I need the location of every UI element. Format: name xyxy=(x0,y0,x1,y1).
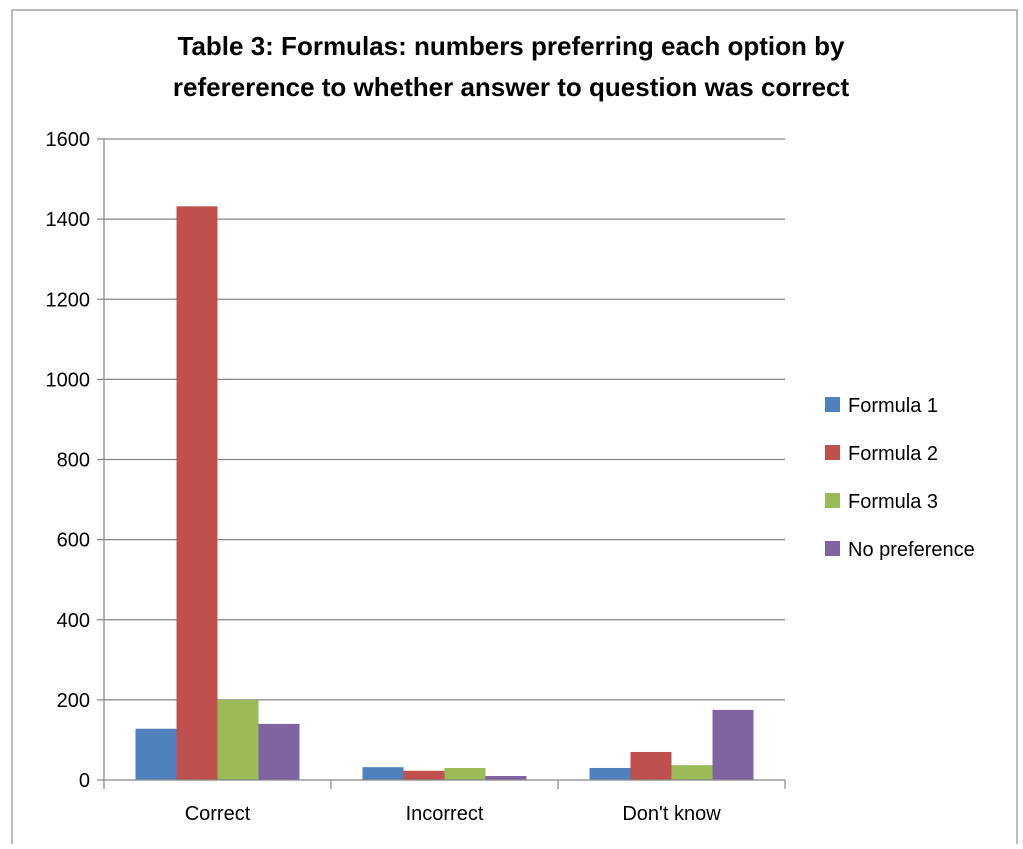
legend-label: No preference xyxy=(848,539,975,561)
bar-formula-1-don-t-know xyxy=(589,767,631,780)
x-axis-tick-labels: Correct Incorrect Don't know xyxy=(185,803,722,825)
legend-swatch xyxy=(825,541,840,556)
bars xyxy=(135,206,754,780)
bar-formula-2-don-t-know xyxy=(630,751,672,780)
bar-formula-1-incorrect xyxy=(362,767,404,780)
y-tick-label: 200 xyxy=(57,690,90,712)
bar-formula-2-incorrect xyxy=(403,770,445,780)
legend-label: Formula 2 xyxy=(848,443,938,465)
y-tick-label: 1400 xyxy=(46,209,91,231)
bar-no-preference-correct xyxy=(258,723,300,780)
y-tick-label: 1600 xyxy=(46,129,91,151)
y-tick-label: 600 xyxy=(57,530,90,552)
chart-title-line-2: refererence to whether answer to questio… xyxy=(173,72,850,102)
y-tick-label: 1200 xyxy=(46,289,91,311)
bar-formula-3-correct xyxy=(217,699,259,780)
legend-swatch xyxy=(825,493,840,508)
bar-formula-1-correct xyxy=(135,728,177,780)
bar-formula-2-correct xyxy=(176,206,218,780)
y-tick-label: 400 xyxy=(57,610,90,632)
legend-swatch xyxy=(825,397,840,412)
legend-label: Formula 3 xyxy=(848,491,938,513)
y-tick-label: 800 xyxy=(57,450,90,472)
bar-formula-3-incorrect xyxy=(444,767,486,780)
bar-formula-3-don-t-know xyxy=(671,765,713,780)
y-tick-label: 0 xyxy=(79,770,90,792)
legend-label: Formula 1 xyxy=(848,395,938,417)
chart-border xyxy=(11,9,1018,844)
y-tick-label: 1000 xyxy=(46,369,91,391)
bar-no-preference-incorrect xyxy=(485,775,527,780)
bar-no-preference-don-t-know xyxy=(712,709,754,780)
legend-swatch xyxy=(825,445,840,460)
x-tick-label: Incorrect xyxy=(406,803,484,825)
chart-title-line-1: Table 3: Formulas: numbers preferring ea… xyxy=(178,31,846,61)
legend: Formula 1 Formula 2 Formula 3 No preference xyxy=(825,395,975,561)
x-tick-label: Correct xyxy=(185,803,251,825)
axes xyxy=(97,138,786,789)
x-tick-label: Don't know xyxy=(622,803,721,825)
y-axis-tick-labels: 0 200 400 600 800 1000 1200 1400 1600 xyxy=(46,129,91,792)
